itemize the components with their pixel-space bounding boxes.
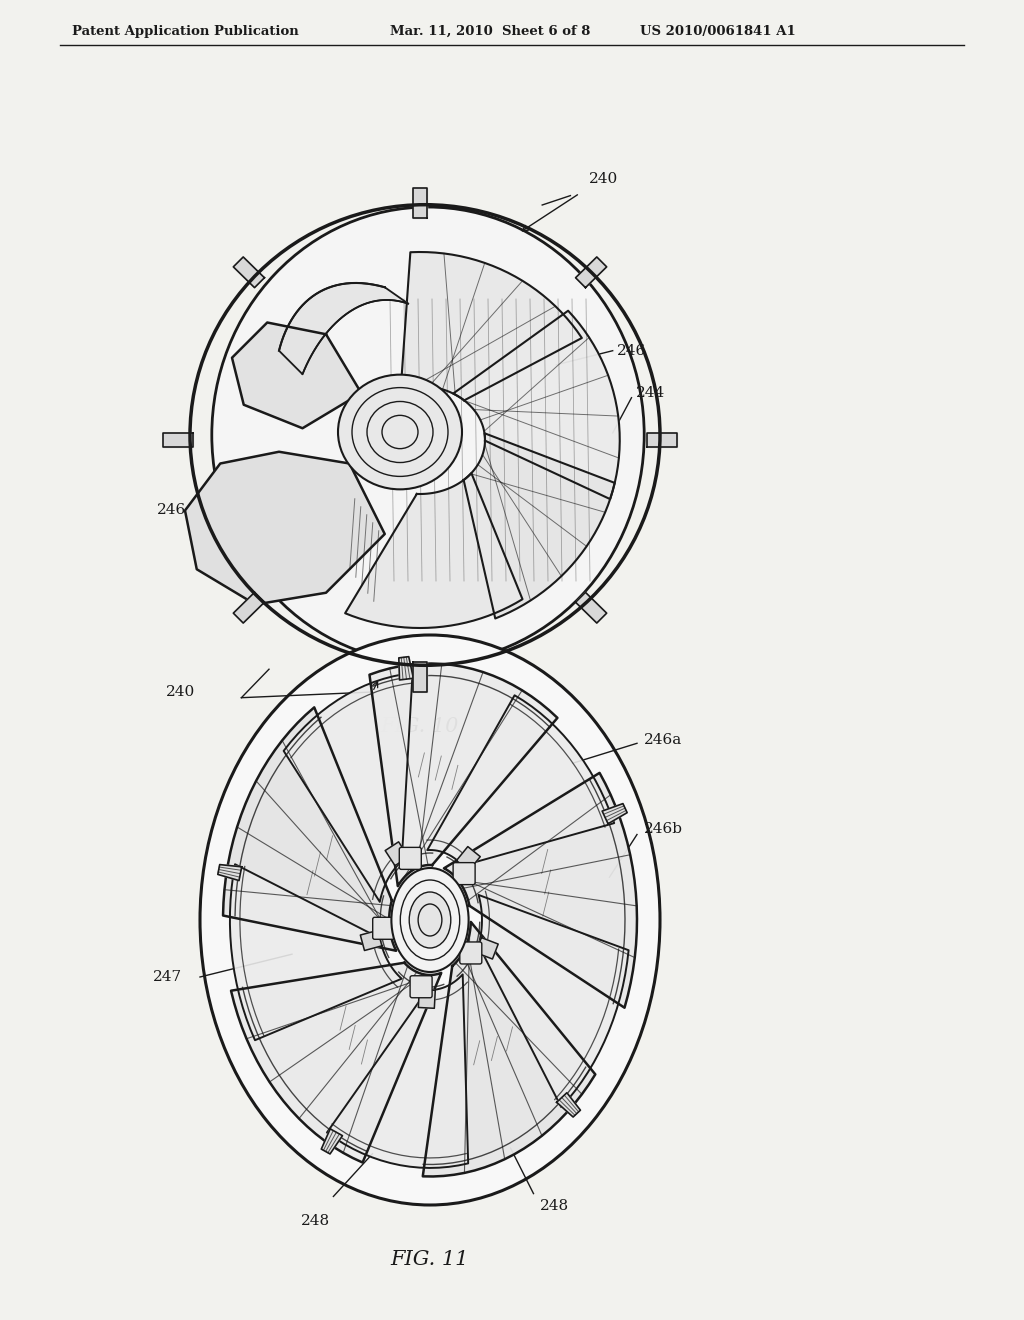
Text: FIG. 11: FIG. 11 <box>391 1250 469 1269</box>
Polygon shape <box>185 451 385 605</box>
Polygon shape <box>233 257 264 288</box>
Polygon shape <box>232 322 361 428</box>
Polygon shape <box>279 282 409 374</box>
FancyBboxPatch shape <box>410 975 432 998</box>
Polygon shape <box>218 865 242 880</box>
Polygon shape <box>602 804 627 824</box>
Polygon shape <box>457 846 480 871</box>
Polygon shape <box>327 974 468 1168</box>
Text: 240: 240 <box>166 685 196 700</box>
Polygon shape <box>370 664 557 886</box>
Polygon shape <box>647 433 677 447</box>
Text: Mar. 11, 2010  Sheet 6 of 8: Mar. 11, 2010 Sheet 6 of 8 <box>390 25 591 38</box>
Ellipse shape <box>410 892 451 948</box>
Text: 240: 240 <box>589 172 618 186</box>
Ellipse shape <box>418 904 442 936</box>
Polygon shape <box>400 252 582 400</box>
Polygon shape <box>575 257 606 288</box>
Text: 248: 248 <box>300 1213 330 1228</box>
Ellipse shape <box>391 869 469 972</box>
Polygon shape <box>454 310 620 499</box>
Text: 247: 247 <box>153 970 181 983</box>
Polygon shape <box>385 842 409 866</box>
Text: 244: 244 <box>636 385 666 400</box>
FancyBboxPatch shape <box>399 847 421 870</box>
Polygon shape <box>427 696 614 866</box>
Polygon shape <box>322 1129 342 1154</box>
Polygon shape <box>478 895 629 1107</box>
Text: 246a: 246a <box>644 734 682 747</box>
Polygon shape <box>360 931 382 950</box>
Text: 246: 246 <box>617 343 646 358</box>
Text: 246: 246 <box>157 503 186 517</box>
Polygon shape <box>398 656 414 680</box>
Ellipse shape <box>338 375 462 490</box>
Ellipse shape <box>200 635 660 1205</box>
Polygon shape <box>419 990 435 1008</box>
Polygon shape <box>284 673 413 902</box>
Polygon shape <box>413 663 427 692</box>
Ellipse shape <box>400 880 460 960</box>
FancyBboxPatch shape <box>373 917 394 940</box>
Polygon shape <box>575 593 606 623</box>
Text: 246b: 246b <box>644 822 683 836</box>
Text: FIG. 10: FIG. 10 <box>381 717 459 737</box>
Polygon shape <box>345 473 522 628</box>
Polygon shape <box>163 433 193 447</box>
Polygon shape <box>231 962 441 1163</box>
Polygon shape <box>233 593 264 623</box>
Polygon shape <box>223 708 396 950</box>
Polygon shape <box>464 433 614 619</box>
Text: 248: 248 <box>541 1200 569 1213</box>
Polygon shape <box>476 937 499 960</box>
FancyBboxPatch shape <box>453 863 475 884</box>
Polygon shape <box>423 921 595 1176</box>
Text: US 2010/0061841 A1: US 2010/0061841 A1 <box>640 25 796 38</box>
Text: Patent Application Publication: Patent Application Publication <box>72 25 299 38</box>
FancyBboxPatch shape <box>460 942 482 964</box>
Ellipse shape <box>212 207 644 663</box>
Polygon shape <box>557 1093 581 1117</box>
Polygon shape <box>444 774 637 1007</box>
Polygon shape <box>413 189 427 218</box>
Polygon shape <box>230 865 401 1040</box>
